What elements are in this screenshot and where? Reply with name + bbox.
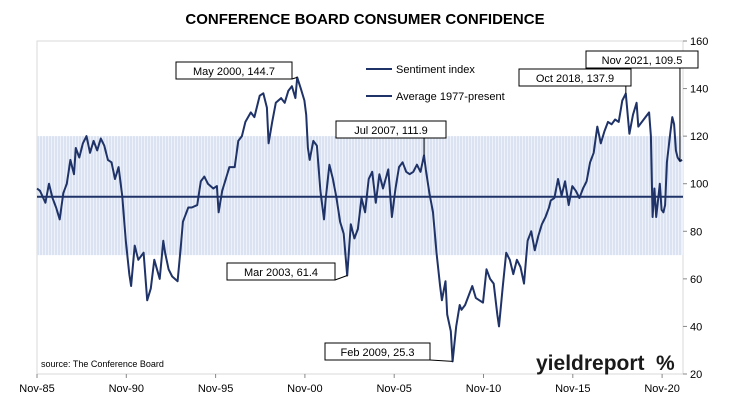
- chart-title: CONFERENCE BOARD CONSUMER CONFIDENCE: [185, 11, 544, 28]
- x-tick-label: Nov-05: [376, 383, 411, 395]
- annotation-box: [585, 50, 699, 69]
- y-tick-label: 100: [690, 179, 708, 191]
- x-tick-label: Nov-00: [287, 383, 322, 395]
- x-axis: Nov-85 Nov-90 Nov-95 Nov-00 Nov-05 Nov-10 Nov-…: [19, 374, 680, 395]
- y-tick-label: 80: [690, 226, 702, 238]
- x-tick-label: Nov-10: [466, 383, 501, 395]
- annotations: May 2000, 144.7 Mar 2003, 61.4 Jul 2007, 1…: [175, 50, 699, 362]
- brand-wordmark: yieldreport: [536, 352, 645, 375]
- y-tick-label: 120: [690, 131, 708, 143]
- annotation-label: Feb 2009, 25.3: [340, 347, 414, 359]
- source-note: source: The Conference Board: [41, 359, 164, 369]
- x-tick-label: Nov-90: [109, 383, 144, 395]
- annotation-label: Oct 2018, 137.9: [536, 73, 614, 85]
- y-axis: 20 40 60 80 100 120 140 160: [683, 36, 708, 381]
- annotation-pointer: [429, 359, 453, 362]
- annotation-box: [175, 61, 293, 80]
- y-tick-label: 60: [690, 274, 702, 286]
- annotation-box: [518, 68, 632, 87]
- x-tick-label: Nov-95: [198, 383, 233, 395]
- y-tick-label: 20: [690, 369, 702, 381]
- annotation-box: [335, 120, 447, 139]
- annotation-label: Mar 2003, 61.4: [244, 267, 318, 279]
- legend-label: Average 1977-present: [396, 91, 505, 103]
- annotation-pointer: [291, 76, 298, 80]
- x-tick-label: Nov-15: [555, 383, 590, 395]
- annotation-label: May 2000, 144.7: [193, 66, 275, 78]
- annotation-box: [226, 262, 336, 281]
- annotation-pointer: [334, 275, 348, 281]
- legend-label: Sentiment index: [396, 64, 475, 76]
- brand-percent-mark: %: [656, 352, 675, 375]
- y-tick-label: 160: [690, 36, 708, 48]
- annotation-label: Jul 2007, 111.9: [354, 125, 428, 137]
- x-tick-label: Nov-20: [644, 383, 679, 395]
- x-tick-label: Nov-85: [19, 383, 54, 395]
- y-tick-label: 40: [690, 321, 702, 333]
- band-layer: [37, 136, 683, 256]
- sentiment-index-line: [36, 76, 683, 363]
- legend: Sentiment index Average 1977-present: [366, 64, 505, 103]
- series-layer: [36, 76, 683, 363]
- y-tick-label: 140: [690, 84, 708, 96]
- annotation-label: Nov 2021, 109.5: [602, 55, 683, 67]
- brand-logo: yieldreport %: [536, 352, 675, 375]
- annotation-box: [324, 342, 431, 361]
